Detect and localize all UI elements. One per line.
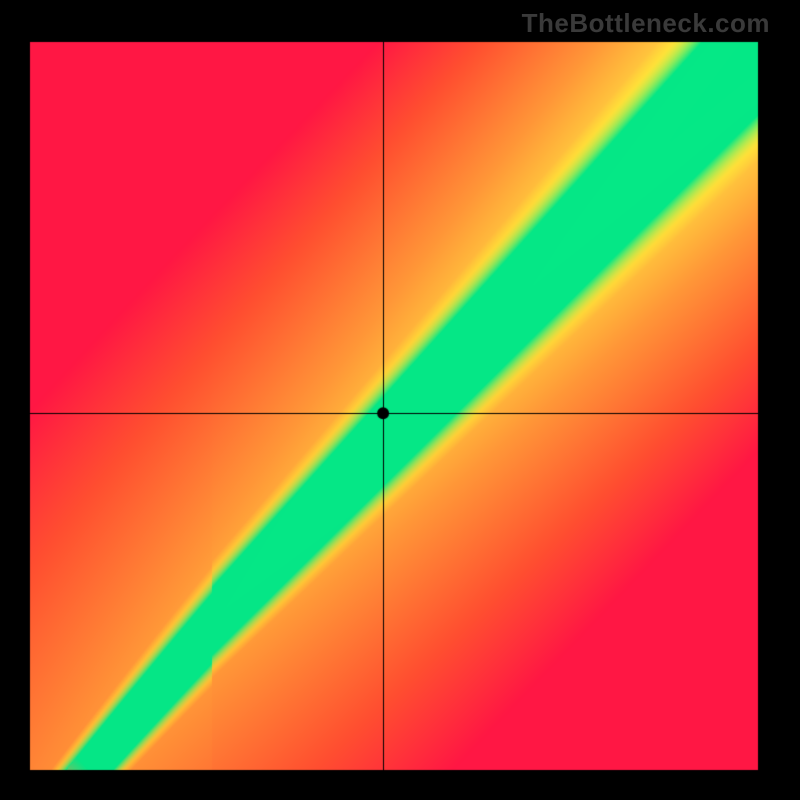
bottleneck-heatmap bbox=[0, 0, 800, 800]
watermark-label: TheBottleneck.com bbox=[522, 8, 770, 39]
chart-container: TheBottleneck.com bbox=[0, 0, 800, 800]
